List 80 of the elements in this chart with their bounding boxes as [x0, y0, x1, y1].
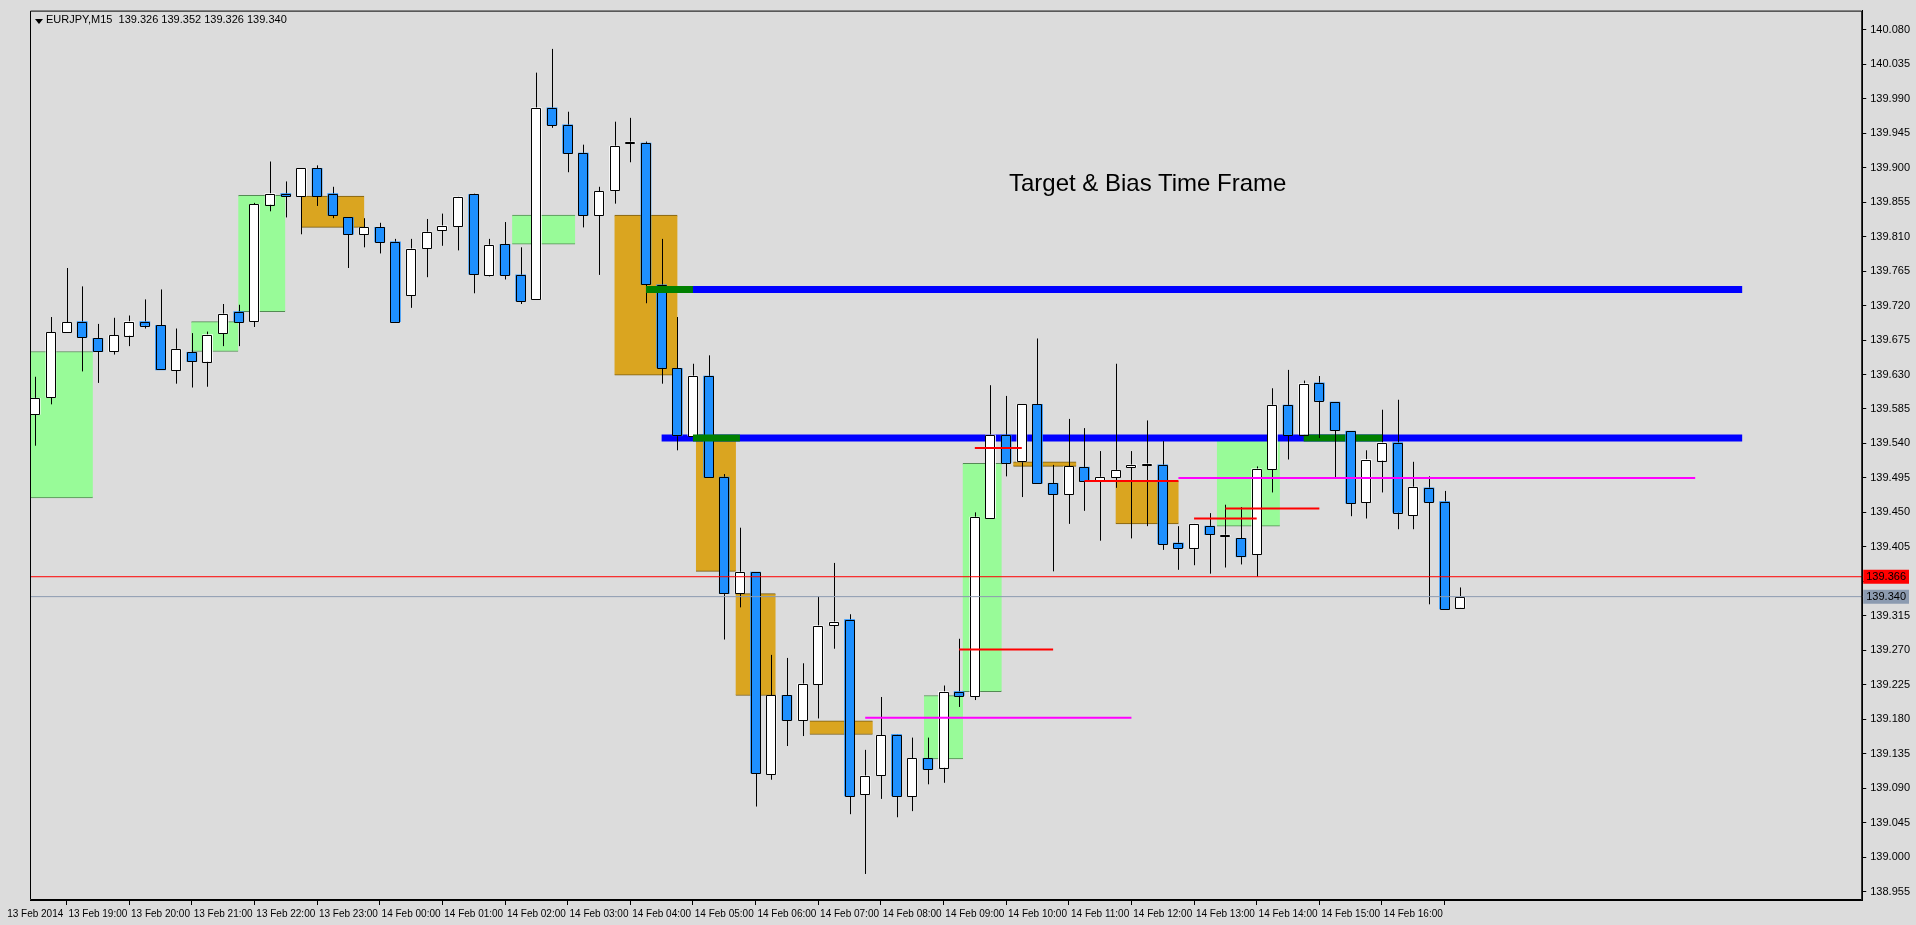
y-tick-label: 139.000 [1870, 850, 1910, 863]
x-tick-label: 14 Feb 16:00 [1383, 907, 1444, 919]
x-tick-label: 14 Feb 14:00 [1258, 907, 1318, 919]
x-tick-label: 14 Feb 02:00 [506, 907, 567, 919]
y-tick-label: 139.675 [1870, 333, 1910, 346]
candlestick [546, 48, 558, 129]
candlestick [61, 267, 72, 333]
candlestick [76, 285, 88, 372]
candlestick [1110, 363, 1122, 489]
candlestick [358, 217, 370, 248]
ref-line-label: 139.366 [1866, 569, 1906, 582]
y-tick-label: 138.955 [1870, 884, 1910, 897]
candlestick [343, 216, 354, 269]
candlestick [1141, 419, 1153, 527]
candlestick [92, 323, 104, 384]
y-tick-label: 139.405 [1870, 539, 1910, 552]
candlestick [1204, 512, 1216, 575]
y-tick-label: 139.225 [1870, 677, 1910, 690]
ref-line-label: 139.340 [1866, 589, 1906, 602]
x-tick-label: 13 Feb 20:00 [131, 907, 191, 919]
y-tick-label: 139.630 [1870, 367, 1910, 380]
y-tick-label: 139.495 [1870, 470, 1910, 483]
x-tick-label: 14 Feb 03:00 [569, 907, 629, 919]
x-tick-label: 14 Feb 12:00 [1133, 907, 1193, 919]
candlestick [280, 180, 292, 218]
x-tick-label: 14 Feb 09:00 [945, 907, 1005, 919]
y-tick-label: 139.540 [1870, 436, 1910, 449]
x-tick-label: 13 Feb 21:00 [193, 907, 254, 919]
candlestick [922, 737, 934, 785]
x-tick-label: 13 Feb 23:00 [318, 907, 379, 919]
x-tick-label: 14 Feb 04:00 [632, 907, 692, 919]
candlestick [186, 332, 198, 388]
candlestick [1079, 427, 1090, 512]
candlestick [170, 328, 182, 385]
x-tick-label: 14 Feb 15:00 [1321, 907, 1381, 919]
y-tick-label: 139.090 [1870, 781, 1910, 794]
x-tick-label: 14 Feb 05:00 [694, 907, 755, 919]
y-tick-label: 139.045 [1870, 815, 1910, 828]
x-tick-label: 14 Feb 01:00 [444, 907, 504, 919]
y-tick-label: 139.315 [1870, 608, 1910, 621]
x-tick-label: 13 Feb 22:00 [256, 907, 316, 919]
chart-title: EURJPY,M15 139.326 139.352 139.326 139.340 [46, 13, 287, 26]
y-tick-label: 139.900 [1870, 160, 1910, 173]
candlestick [327, 186, 339, 219]
x-tick-label: 14 Feb 11:00 [1071, 907, 1130, 919]
candlestick [374, 222, 386, 254]
candlestick [1094, 450, 1106, 542]
candlestick [828, 562, 840, 650]
y-tick-label: 139.765 [1870, 264, 1910, 277]
candlestick [1220, 504, 1231, 569]
y-tick-label: 139.810 [1870, 229, 1910, 242]
y-tick-label: 139.180 [1870, 712, 1910, 725]
y-tick-label: 139.990 [1870, 91, 1910, 104]
x-tick-label: 14 Feb 06:00 [757, 907, 817, 919]
x-tick-label: 14 Feb 13:00 [1195, 907, 1256, 919]
y-tick-label: 139.855 [1870, 195, 1910, 208]
x-tick-label: 13 Feb 19:00 [68, 907, 128, 919]
candlestick [421, 218, 433, 278]
y-tick-label: 140.080 [1870, 22, 1910, 35]
x-tick-label: 13 Feb 2014 [7, 907, 64, 919]
candlestick [734, 527, 746, 608]
x-tick-label: 14 Feb 00:00 [381, 907, 441, 919]
y-tick-label: 139.585 [1870, 401, 1910, 414]
candlestick [1235, 506, 1247, 565]
candlestick [1126, 450, 1137, 539]
annotation: Target & Bias Time Frame [1008, 168, 1287, 196]
y-tick-label: 139.270 [1870, 643, 1910, 656]
x-tick-label: 14 Feb 07:00 [820, 907, 880, 919]
y-tick-label: 139.450 [1870, 505, 1910, 518]
x-tick-label: 14 Feb 10:00 [1008, 907, 1068, 919]
candlestick [859, 749, 871, 875]
candlestick [1047, 464, 1059, 572]
x-tick-label: 14 Feb 08:00 [882, 907, 943, 919]
y-tick-label: 139.135 [1870, 746, 1910, 759]
y-tick-label: 139.945 [1870, 126, 1910, 139]
candlestick [217, 303, 229, 347]
candlestick [108, 317, 119, 356]
y-tick-label: 140.035 [1870, 57, 1910, 70]
y-tick-label: 139.720 [1870, 298, 1910, 311]
candlestick [624, 117, 636, 163]
